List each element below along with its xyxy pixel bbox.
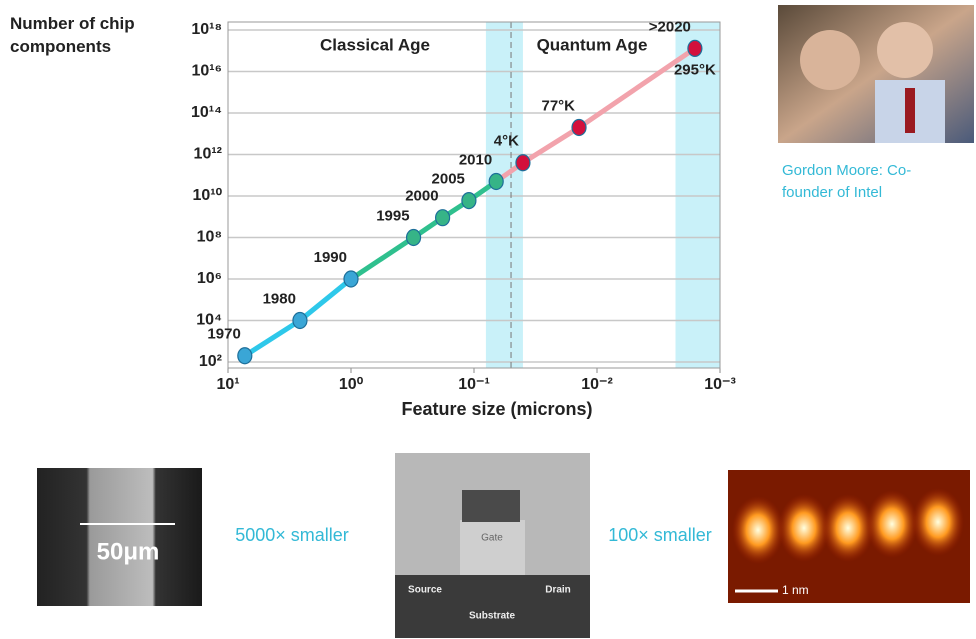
point-label: >2020 bbox=[649, 18, 691, 35]
y-tick-label: 10⁸ bbox=[197, 229, 222, 246]
slide: 50μm Gate Source Drain Substrate 1 nm 50… bbox=[0, 0, 976, 639]
y-tick-label: 10⁶ bbox=[197, 270, 222, 287]
data-point bbox=[238, 348, 252, 364]
scale-label: 50μm bbox=[97, 538, 160, 565]
point-label: 2000 bbox=[405, 188, 438, 205]
point-label: 2005 bbox=[432, 171, 465, 188]
data-point bbox=[462, 193, 476, 209]
connector bbox=[351, 238, 414, 280]
x-tick-label: 10⁰ bbox=[339, 376, 364, 393]
x-tick-label: 10⁻¹ bbox=[458, 376, 490, 393]
region-label: Classical Age bbox=[320, 35, 430, 54]
x-tick-label: 10¹ bbox=[216, 376, 239, 393]
x-tick-label: 10⁻² bbox=[581, 376, 613, 393]
substrate-label: Substrate bbox=[469, 611, 516, 622]
point-label: 1980 bbox=[263, 290, 296, 307]
point-label: 2010 bbox=[459, 151, 492, 168]
photo-caption: Gordon Moore: Co-founder of Intel bbox=[782, 160, 947, 204]
point-label: 1995 bbox=[376, 207, 409, 224]
data-point bbox=[489, 173, 503, 189]
y-tick-label: 10² bbox=[199, 353, 222, 370]
x-axis-label: Feature size (microns) bbox=[401, 399, 592, 419]
data-point bbox=[572, 120, 586, 136]
y-axis-label: Number of chip components bbox=[10, 12, 180, 58]
drain-label: Drain bbox=[545, 585, 571, 596]
band bbox=[486, 22, 523, 368]
data-point bbox=[516, 155, 530, 171]
stm-image: 1 nm bbox=[728, 470, 970, 603]
data-point bbox=[436, 210, 450, 226]
photo bbox=[778, 5, 974, 143]
data-point bbox=[688, 40, 702, 56]
data-point bbox=[293, 313, 307, 329]
region-label: Quantum Age bbox=[537, 35, 648, 54]
y-tick-label: 10¹⁰ bbox=[192, 187, 222, 204]
caption: 100× smaller bbox=[608, 525, 712, 545]
scale-label: 1 nm bbox=[782, 583, 809, 597]
y-tick-label: 10¹⁴ bbox=[191, 104, 222, 121]
y-tick-label: 10¹² bbox=[194, 146, 222, 163]
caption: 5000× smaller bbox=[235, 525, 349, 545]
point-label: 1990 bbox=[314, 249, 347, 266]
transistor-image: Gate Source Drain Substrate bbox=[395, 453, 590, 638]
sem-image: 50μm bbox=[37, 468, 202, 606]
source-label: Source bbox=[408, 585, 442, 596]
y-tick-label: 10¹⁸ bbox=[191, 21, 222, 38]
point-label: 1970 bbox=[207, 326, 240, 343]
annotation: 295°K bbox=[674, 61, 716, 78]
chart: 50μm Gate Source Drain Substrate 1 nm 50… bbox=[0, 0, 976, 639]
gate-label: Gate bbox=[481, 533, 503, 544]
y-tick-label: 10¹⁶ bbox=[192, 63, 223, 80]
data-point bbox=[344, 271, 358, 287]
point-label: 77°K bbox=[542, 97, 576, 114]
point-label: 4°K bbox=[494, 133, 519, 150]
data-point bbox=[407, 230, 421, 246]
x-tick-label: 10⁻³ bbox=[704, 376, 736, 393]
